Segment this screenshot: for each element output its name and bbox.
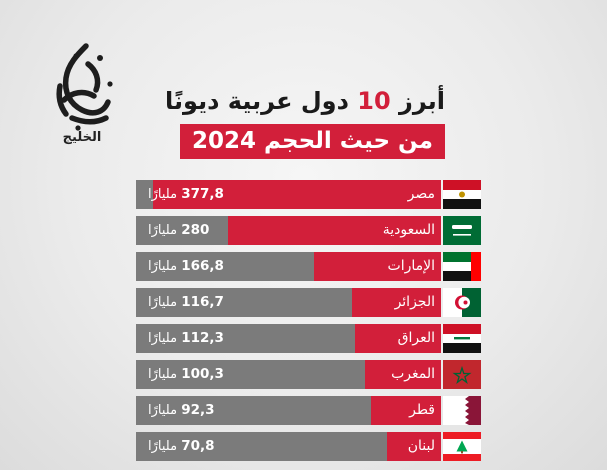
iraq-flag-icon (443, 324, 481, 353)
category-label: المغرب (391, 366, 435, 382)
value-unit: مليارًا (148, 331, 178, 346)
value-unit: مليارًا (148, 439, 178, 454)
value-label: 92,3 مليارًا (148, 396, 215, 425)
bar-row: العراق 112,3 مليارًا (136, 324, 481, 353)
bar (227, 216, 441, 245)
value-unit: مليارًا (148, 223, 178, 238)
chart-title: أبرز 10 دول عربية ديونًا (165, 84, 445, 118)
category-label: السعودية (382, 222, 435, 238)
uae-flag-icon (443, 252, 481, 281)
egypt-flag-icon (443, 180, 481, 209)
value-label: 377,8 مليارًا (148, 180, 224, 209)
title-highlight-number: 10 (357, 87, 391, 115)
value-label: 70,8 مليارًا (148, 432, 215, 461)
category-label: مصر (407, 186, 435, 202)
value-label: 280 مليارًا (148, 216, 209, 245)
title-text-end: دول عربية ديونًا (165, 87, 349, 115)
value-number: 70,8 (181, 438, 215, 454)
qatar-flag-icon (443, 396, 481, 425)
title-text-start: أبرز (399, 87, 445, 115)
value-label: 116,7 مليارًا (148, 288, 224, 317)
bar-row: الإمارات 166,8 مليارًا (136, 252, 481, 281)
lebanon-flag-icon (443, 432, 481, 461)
bar (152, 180, 441, 209)
bar-row: الجزائر 116,7 مليارًا (136, 288, 481, 317)
value-number: 166,8 (181, 258, 224, 274)
category-label: الإمارات (387, 258, 435, 274)
al-jazeera-logo (56, 43, 113, 131)
category-label: لبنان (407, 438, 435, 454)
chart-subtitle: من حيث الحجم 2024 (180, 124, 445, 159)
value-unit: مليارًا (148, 259, 178, 274)
bar-row: لبنان 70,8 مليارًا (136, 432, 481, 461)
value-label: 112,3 مليارًا (148, 324, 224, 353)
value-label: 166,8 مليارًا (148, 252, 224, 281)
bar-row: المغرب 100,3 مليارًا (136, 360, 481, 389)
value-number: 100,3 (181, 366, 224, 382)
category-label: قطر (409, 402, 435, 418)
bar-row: قطر 92,3 مليارًا (136, 396, 481, 425)
value-number: 92,3 (181, 402, 215, 418)
bar (370, 396, 441, 425)
value-unit: مليارًا (148, 295, 178, 310)
value-unit: مليارًا (148, 403, 178, 418)
value-number: 112,3 (181, 330, 224, 346)
bar (313, 252, 441, 281)
logo-tagline: الخليج (62, 130, 102, 145)
value-label: 100,3 مليارًا (148, 360, 224, 389)
bar-row: السعودية 280 مليارًا (136, 216, 481, 245)
value-number: 377,8 (181, 186, 224, 202)
category-label: العراق (397, 330, 435, 346)
value-number: 116,7 (181, 294, 224, 310)
bar (352, 288, 441, 317)
saudi-flag-icon (443, 216, 481, 245)
category-label: الجزائر (394, 294, 435, 310)
algeria-flag-icon (443, 288, 481, 317)
debt-bar-chart: مصر 377,8 مليارًا السعودية 280 مليارًا الإما… (136, 180, 481, 470)
value-number: 280 (181, 222, 210, 238)
value-unit: مليارًا (148, 367, 178, 382)
bar (364, 360, 441, 389)
bar (387, 432, 441, 461)
bar-row: مصر 377,8 مليارًا (136, 180, 481, 209)
morocco-flag-icon (443, 360, 481, 389)
bar (355, 324, 441, 353)
value-unit: مليارًا (148, 187, 178, 202)
